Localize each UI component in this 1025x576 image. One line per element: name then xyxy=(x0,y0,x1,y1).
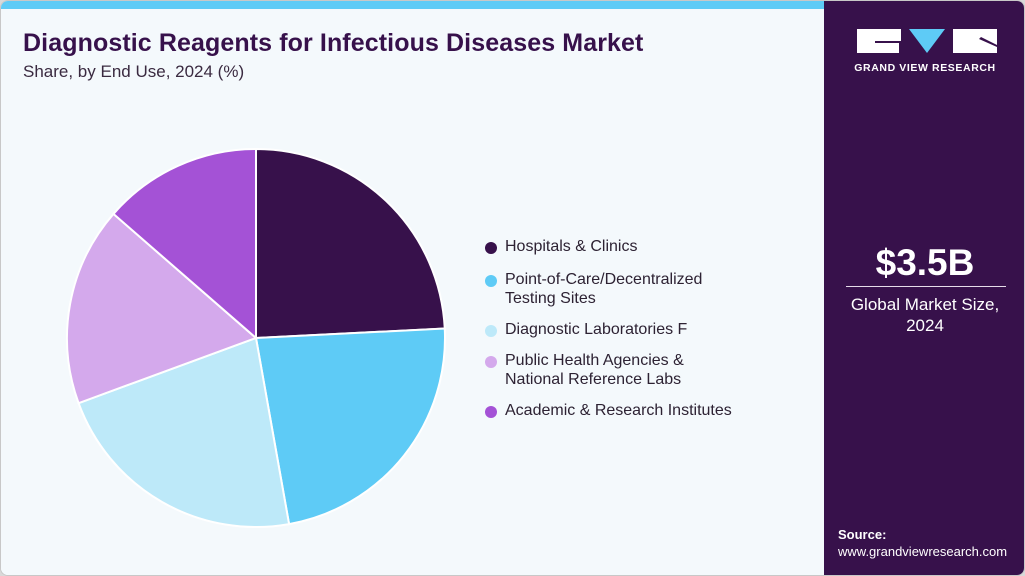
legend-item-diagnostic-labs: Diagnostic Laboratories F xyxy=(485,320,732,339)
source-label: Source: xyxy=(838,527,887,542)
legend-label: Point-of-Care/Decentralized xyxy=(505,271,703,288)
legend-dot xyxy=(485,325,497,337)
chart-title: Diagnostic Reagents for Infectious Disea… xyxy=(23,29,644,57)
legend-item-hospitals: Hospitals & Clinics xyxy=(485,237,732,256)
chart-area: Diagnostic Reagents for Infectious Disea… xyxy=(1,9,824,575)
legend-dot xyxy=(485,275,497,287)
legend-item-academic: Academic & Research Institutes xyxy=(485,401,732,420)
market-size-label-line2: 2024 xyxy=(906,316,944,335)
pie-slice-diagnostic-laboratories-f xyxy=(77,336,291,528)
legend-label: Hospitals & Clinics xyxy=(505,238,638,255)
pie-slice-public-health-agencies-national-reference-labs xyxy=(66,212,258,405)
pie-slice-point-of-care-decentralized-testing-sites xyxy=(254,327,446,526)
accent-bar xyxy=(1,1,824,9)
pie-chart xyxy=(66,147,446,528)
legend-dot xyxy=(485,356,497,368)
legend-item-point-of-care: Point-of-Care/Decentralized Testing Site… xyxy=(485,270,732,308)
divider xyxy=(846,286,1006,287)
source-link[interactable]: www.grandviewresearch.com xyxy=(838,544,1008,559)
market-size-value: $3.5B xyxy=(875,242,975,283)
info-panel: GRAND VIEW RESEARCH $3.5B Global Market … xyxy=(824,1,1024,575)
market-size-label: Global Market Size, 2024 xyxy=(824,294,1024,336)
legend-label-line2: Testing Sites xyxy=(505,290,596,307)
legend-label-line2: National Reference Labs xyxy=(505,371,682,388)
legend-label: Public Health Agencies & xyxy=(505,352,684,369)
grand-view-research-logo-icon xyxy=(857,29,997,53)
legend-dot xyxy=(485,406,497,418)
market-size-label-line1: Global Market Size, xyxy=(850,295,1000,314)
pie-slice-academic-research-institutes xyxy=(112,147,257,341)
pie-slice-hospitals-clinics xyxy=(255,147,446,340)
legend: Hospitals & Clinics Point-of-Care/Decent… xyxy=(485,237,732,420)
logo-text: GRAND VIEW RESEARCH xyxy=(854,62,996,74)
legend-label: Diagnostic Laboratories F xyxy=(505,321,688,338)
legend-dot xyxy=(485,242,497,254)
chart-subtitle: Share, by End Use, 2024 (%) xyxy=(23,62,245,81)
legend-label: Academic & Research Institutes xyxy=(505,402,732,419)
legend-item-public-health: Public Health Agencies & National Refere… xyxy=(485,351,732,389)
